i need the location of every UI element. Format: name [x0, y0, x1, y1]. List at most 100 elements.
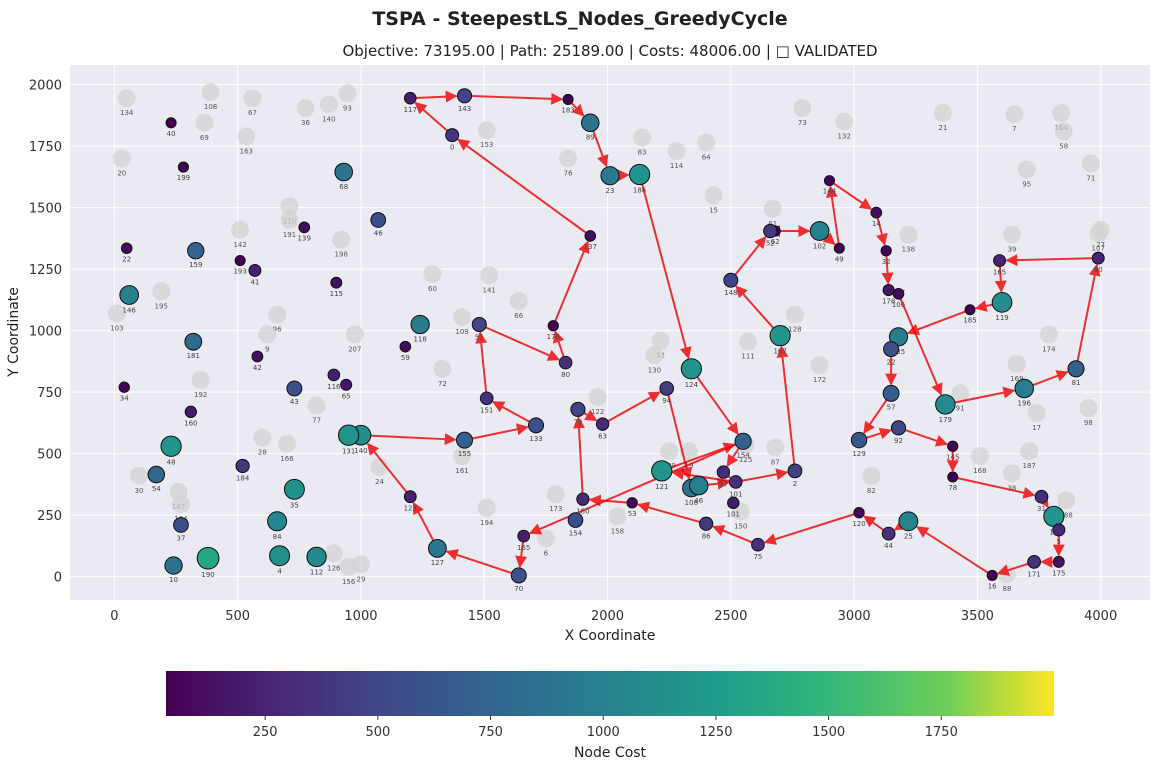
unselected-node-point — [559, 149, 577, 167]
selected-node-label: 90 — [1094, 266, 1103, 274]
unselected-node-point — [1018, 161, 1036, 179]
selected-node-point — [752, 538, 765, 551]
unselected-node-label: 29 — [356, 575, 365, 583]
selected-node-label: 144 — [823, 188, 837, 196]
selected-node-point — [883, 285, 894, 296]
y-tick-label: 1500 — [29, 202, 62, 217]
selected-node-point — [331, 277, 342, 288]
selected-node-label: 175 — [1052, 569, 1065, 577]
selected-node-point — [994, 255, 1006, 267]
selected-node-label: 151 — [480, 407, 493, 415]
selected-node-label: 184 — [236, 475, 250, 483]
selected-node-label: 86 — [702, 532, 711, 540]
unselected-node-label: 150 — [734, 522, 747, 530]
selected-node-point — [992, 293, 1012, 313]
selected-node-label: 34 — [120, 394, 129, 402]
unselected-node-label: 98 — [1084, 419, 1093, 427]
unselected-node-label: 67 — [248, 109, 257, 117]
unselected-node-label: 168 — [973, 467, 986, 475]
selected-node-point — [197, 547, 219, 569]
selected-node-point — [529, 418, 544, 433]
unselected-node-point — [510, 292, 528, 310]
selected-node-point — [457, 432, 473, 448]
unselected-node-point — [352, 555, 370, 573]
selected-node-point — [652, 461, 672, 481]
y-tick-label: 1250 — [29, 263, 62, 278]
selected-node-label: 115 — [330, 290, 343, 298]
selected-node-label: 129 — [852, 450, 865, 458]
unselected-node-point — [480, 266, 498, 284]
selected-node-label: 176 — [547, 333, 561, 341]
selected-node-point — [548, 321, 558, 331]
unselected-node-point — [1003, 226, 1021, 244]
selected-node-label: 22 — [122, 256, 131, 264]
unselected-node-point — [793, 99, 811, 117]
selected-node-point — [596, 418, 608, 430]
unselected-node-label: 126 — [327, 564, 341, 572]
unselected-node-point — [268, 306, 286, 324]
selected-node-point — [563, 94, 573, 104]
selected-node-label: 179 — [939, 416, 952, 424]
selected-node-label: 65 — [342, 392, 351, 400]
selected-node-label: 131 — [342, 447, 355, 455]
colorbar-tick-label: 1750 — [925, 725, 958, 740]
selected-node-point — [341, 379, 352, 390]
selected-node-label: 49 — [835, 255, 844, 263]
unselected-node-label: 187 — [1022, 462, 1035, 470]
selected-node-label: 43 — [290, 398, 299, 406]
selected-node-label: 193 — [233, 268, 246, 276]
selected-node-point — [717, 466, 729, 478]
selected-node-point — [577, 493, 589, 505]
selected-node-point — [690, 476, 708, 494]
unselected-node-label: 15 — [709, 206, 718, 214]
selected-node-point — [188, 243, 204, 259]
selected-node-point — [511, 568, 526, 583]
selected-node-label: 123 — [404, 505, 417, 513]
selected-node-label: 80 — [561, 371, 570, 379]
unselected-node-point — [608, 507, 626, 525]
y-tick-label: 1000 — [29, 325, 62, 340]
selected-node-label: 116 — [327, 383, 341, 391]
selected-node-point — [1044, 506, 1064, 526]
selected-node-point — [788, 464, 802, 478]
selected-node-point — [660, 382, 674, 396]
unselected-node-point — [1082, 154, 1100, 172]
selected-node-point — [119, 382, 129, 392]
selected-node-point — [948, 472, 958, 482]
unselected-node-label: 95 — [1022, 181, 1031, 189]
selected-node-point — [472, 317, 486, 331]
selected-node-label: 51 — [475, 334, 484, 342]
selected-node-point — [851, 432, 866, 447]
unselected-node-point — [537, 530, 555, 548]
unselected-node-label: 71 — [1086, 174, 1095, 182]
unselected-node-label: 134 — [120, 109, 134, 117]
selected-node-point — [893, 288, 904, 299]
selected-node-point — [824, 176, 834, 186]
y-tick-label: 250 — [37, 509, 62, 524]
unselected-node-label: 91 — [956, 404, 965, 412]
unselected-node-point — [338, 84, 356, 102]
unselected-node-label: 132 — [838, 133, 851, 141]
selected-node-point — [121, 243, 132, 254]
selected-node-point — [735, 433, 751, 449]
selected-node-point — [287, 381, 302, 396]
selected-node-label: 120 — [852, 520, 865, 528]
unselected-node-label: 161 — [455, 467, 468, 475]
selected-node-label: 92 — [894, 437, 903, 445]
selected-node-point — [881, 246, 891, 256]
selected-node-point — [559, 356, 572, 369]
selected-node-point — [148, 466, 165, 483]
unselected-node-label: 77 — [312, 417, 321, 425]
selected-node-point — [185, 406, 196, 417]
selected-node-label: 155 — [458, 450, 471, 458]
selected-node-point — [1015, 379, 1033, 397]
unselected-node-label: 93 — [343, 104, 352, 112]
selected-node-point — [1053, 524, 1065, 536]
selected-node-label: 133 — [529, 435, 542, 443]
unselected-node-label: 153 — [480, 141, 493, 149]
selected-node-point — [891, 421, 905, 435]
unselected-node-label: 69 — [200, 134, 209, 142]
unselected-node-label: 109 — [455, 328, 468, 336]
selected-node-label: 22 — [887, 359, 896, 367]
